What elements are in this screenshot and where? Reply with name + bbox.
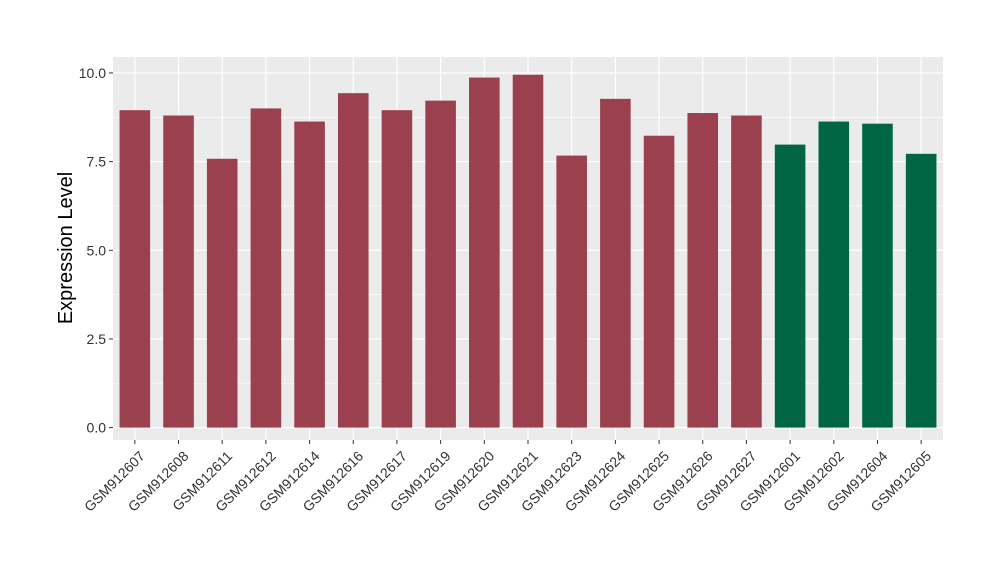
bar-GSM912626 [687, 113, 719, 428]
y-tick-label: 2.5 [87, 331, 107, 347]
bar-GSM912624 [600, 98, 631, 428]
bar-GSM912608 [163, 115, 194, 428]
x-axis: GSM912607GSM912608GSM912611GSM912612GSM9… [81, 440, 934, 515]
bar-GSM912617 [381, 110, 413, 428]
bar-GSM912604 [862, 123, 893, 428]
bar-GSM912607 [119, 110, 151, 428]
bar-GSM912601 [774, 144, 806, 428]
bar-GSM912623 [556, 155, 587, 428]
bar-GSM912620 [469, 77, 500, 428]
bar-GSM912616 [337, 93, 369, 428]
bars [119, 74, 937, 428]
bar-GSM912611 [206, 158, 238, 428]
bar-GSM912627 [731, 115, 762, 428]
bar-GSM912612 [250, 108, 282, 428]
bar-GSM912625 [643, 135, 675, 428]
y-axis: 0.0 2.5 5.0 7.5 10.0 [79, 65, 113, 436]
y-tick-label: 10.0 [79, 65, 106, 81]
bar-GSM912621 [512, 74, 544, 428]
bar-GSM912602 [818, 121, 850, 428]
y-tick-label: 0.0 [87, 420, 107, 436]
bar-GSM912619 [425, 100, 456, 428]
bar-GSM912614 [294, 121, 325, 428]
y-tick-label: 5.0 [87, 242, 107, 258]
y-tick-label: 7.5 [87, 154, 107, 170]
y-axis-title: Expression Level [55, 172, 77, 324]
bar-GSM912605 [905, 153, 937, 428]
